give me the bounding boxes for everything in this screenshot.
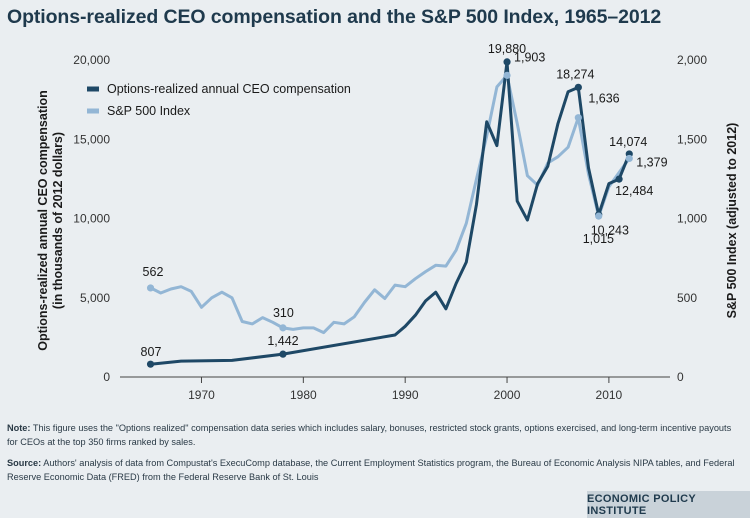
note-label: Note:	[7, 423, 31, 433]
sp500-data-point	[595, 212, 603, 220]
ceo-data-point	[279, 350, 287, 358]
sp500-data-label: 1,379	[636, 155, 667, 169]
note-text: This figure uses the "Options realized" …	[7, 423, 732, 447]
source-label: Source:	[7, 458, 42, 468]
sp500-data-point	[146, 284, 155, 292]
sp500-data-point	[574, 114, 582, 122]
sp500-data-point	[279, 324, 287, 332]
ceo-data-label: 14,074	[609, 135, 647, 149]
y-left-tick-label: 0	[103, 370, 110, 384]
y-left-tick-label: 10,000	[73, 212, 110, 226]
ceo-data-point	[615, 175, 623, 183]
chart-title: Options-realized CEO compensation and th…	[7, 6, 662, 28]
y-right-tick-label: 2,000	[677, 53, 707, 67]
y-right-tick-label: 0	[677, 370, 684, 384]
legend-label-ceo: Options-realized annual CEO compensation	[107, 82, 351, 96]
sp500-data-point	[503, 71, 511, 79]
chart-canvas: 1970 1980 1990 2000 2010 0 5,000 10,000 15,000 20…	[36, 42, 739, 402]
sp500-data-label: 310	[273, 306, 294, 320]
y-right-tick-label: 500	[677, 291, 697, 305]
note-paragraph: Note: This figure uses the "Options real…	[7, 421, 743, 449]
source-paragraph: Source: Authors' analysis of data from C…	[7, 456, 743, 484]
y-left-tick-label: 15,000	[73, 132, 110, 146]
sp500-data-label: 562	[143, 265, 164, 279]
ceo-data-label: 1,442	[267, 334, 298, 348]
y-right-axis-title: S&P 500 Index (adjusted to 2012)	[725, 123, 739, 319]
sp500-data-label: 1,903	[514, 50, 545, 64]
y-left-axis-title: Options-realized annual CEO compensation	[36, 90, 50, 350]
x-tick-label: 2010	[596, 388, 623, 402]
y-left-axis-title: (in thousands of 2012 dollars)	[51, 132, 65, 309]
ceo-compensation-line	[149, 60, 631, 366]
sp500-data-label: 1,015	[583, 232, 614, 246]
y-right-tick-label: 1,500	[677, 132, 707, 146]
sp500-line	[149, 73, 631, 335]
sp500-data-label: 1,636	[588, 92, 619, 106]
ceo-data-point	[146, 360, 155, 368]
y-right-tick-label: 1,000	[677, 212, 707, 226]
x-tick-label: 1970	[188, 388, 215, 402]
sp500-data-point	[625, 154, 633, 163]
legend-label-sp500: S&P 500 Index	[107, 104, 191, 118]
ceo-data-label: 12,484	[615, 184, 653, 198]
source-text: Authors' analysis of data from Compustat…	[7, 458, 735, 482]
y-left-tick-label: 5,000	[80, 291, 110, 305]
ceo-data-label: 18,274	[556, 67, 594, 81]
ceo-data-label: 807	[141, 345, 162, 359]
x-tick-label: 1980	[290, 388, 317, 402]
ceo-data-point	[503, 58, 511, 66]
x-tick-label: 2000	[494, 388, 521, 402]
x-tick-label: 1990	[392, 388, 419, 402]
ceo-data-point	[574, 83, 582, 91]
ceo-data-label: 10,243	[591, 224, 629, 238]
ceo-data-label: 19,880	[488, 42, 526, 56]
y-left-tick-label: 20,000	[73, 53, 110, 67]
publisher-brand: ECONOMIC POLICY INSTITUTE	[587, 491, 750, 518]
notes: Note: This figure uses the "Options real…	[7, 421, 743, 491]
